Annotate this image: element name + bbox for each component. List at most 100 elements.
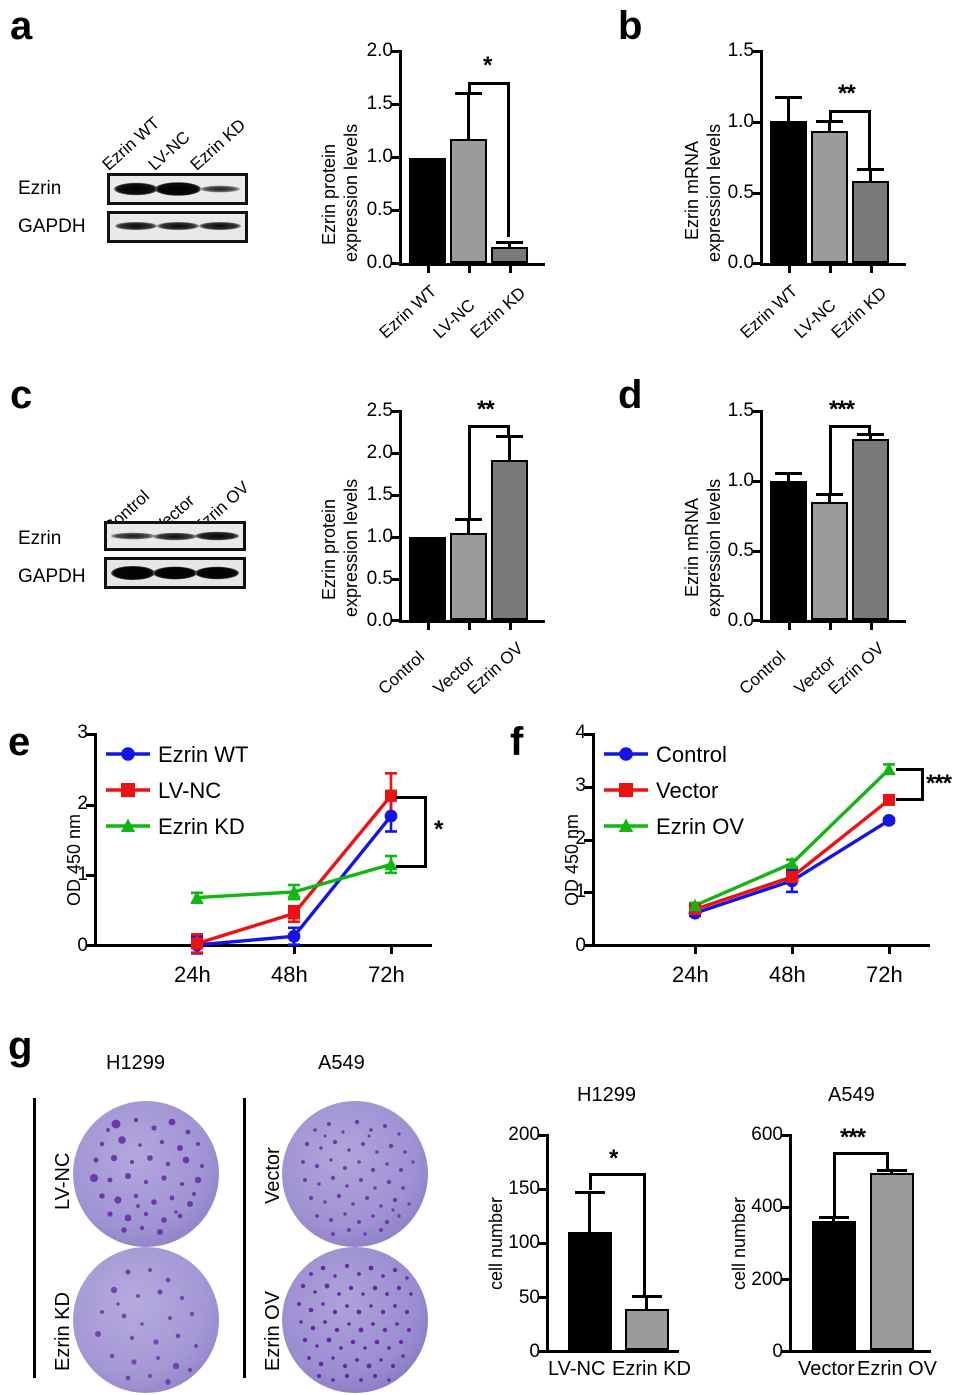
panel-a-ytick-4: 2.0	[366, 40, 393, 61]
panel-d-ytick-3: 1.5	[727, 400, 754, 421]
panel-a-ytickmark-3	[391, 103, 399, 106]
panel-e-plot	[190, 772, 398, 955]
panel-a-ytickmark-0	[391, 262, 399, 265]
panel-b-xlabel-1: LV-NC	[790, 295, 840, 343]
panel-g-a549-y-axis	[789, 1134, 792, 1353]
panel-g-h1299-ytickmark-4	[538, 1134, 546, 1137]
panel-e-ytickmark-2	[86, 804, 94, 807]
panel-f-legend-marker-0	[604, 747, 648, 761]
panel-c-sig-left	[468, 425, 471, 518]
panel-b-sig-bracket	[829, 110, 871, 113]
panel-a-xlabel-1: LV-NC	[429, 295, 479, 343]
panel-f-legend-label-1: Vector	[656, 778, 719, 803]
panel-b-sig-left	[829, 110, 832, 121]
panel-b-sig-right	[868, 110, 871, 168]
panel-c-xlabel-0: Control	[374, 647, 429, 699]
panel-g-a549-sig-left	[833, 1152, 836, 1216]
panel-a-xtickmark-2	[509, 265, 512, 273]
panel-g-a549-ytick-0: 0	[772, 1341, 783, 1362]
panel-g-h1299-title: H1299	[577, 1084, 636, 1106]
panel-g-a549-xlabel-1: Ezrin OV	[857, 1358, 938, 1380]
panel-g-h1299-ytickmark-2	[538, 1242, 546, 1245]
panel-e-x-axis	[94, 944, 432, 947]
panel-g-a549-x-axis	[789, 1350, 931, 1353]
panel-a-x-axis	[399, 263, 545, 266]
panel-d-ytick-0: 0.0	[727, 610, 754, 631]
panel-d-errorcap-0	[775, 472, 802, 475]
panel-g-a549-title: A549	[828, 1084, 875, 1106]
panel-e-xtickmark-1	[293, 946, 296, 954]
panel-c-ytick-2: 1.0	[366, 526, 393, 547]
panel-f-ytick-2: 2	[575, 828, 586, 849]
panel-g-a549-ytick-2: 400	[751, 1196, 783, 1217]
panel-b-x-axis	[760, 263, 906, 266]
panel-d-ytickmark-3	[752, 410, 760, 413]
panel-f-legend-marker-2	[604, 818, 648, 832]
panel-d-ytickmark-0	[752, 619, 760, 622]
panel-b-ytick-0: 0.0	[727, 252, 754, 273]
panel-b-errorcap-2	[857, 168, 884, 171]
panel-g-h1299-ytick-4: 200	[508, 1124, 540, 1145]
panel-a-errorbar-2	[508, 241, 511, 247]
panel-c-y-axis	[399, 410, 402, 622]
panel-g-h1299-bar-1	[625, 1309, 669, 1350]
panel-letter-b: b	[618, 4, 643, 48]
panel-b-significance: **	[838, 80, 856, 107]
panel-b-xlabel-0: Ezrin WT	[736, 281, 802, 343]
panel-a-sig-right	[507, 82, 510, 237]
panel-g-column-title-0: H1299	[106, 1052, 165, 1074]
panel-a-ytickmark-2	[391, 156, 399, 159]
panel-b-ytick-1: 0.5	[727, 182, 754, 203]
panel-letter-g: g	[8, 1024, 33, 1068]
panel-g-a549-ytickmark-2	[781, 1206, 789, 1209]
panel-c-ytickmark-4	[391, 452, 399, 455]
panel-g-h1299-ytick-1: 50	[518, 1287, 540, 1308]
panel-g-a549-significance: ***	[840, 1124, 866, 1151]
panel-d-bar-1	[811, 502, 848, 620]
panel-g-h1299-ytickmark-0	[538, 1350, 546, 1353]
panel-b-xtickmark-2	[870, 265, 873, 273]
panel-g-h1299-y-axis	[546, 1134, 549, 1353]
panel-d-errorcap-1	[816, 493, 843, 496]
panel-e-sig-top	[396, 796, 427, 799]
panel-g-h1299-xlabel-1: Ezrin KD	[612, 1358, 691, 1380]
panel-e-legend-marker-1	[106, 783, 150, 797]
panel-e-legend-label-0: Ezrin WT	[158, 742, 249, 767]
colony-plate-h1299-lvnc	[72, 1100, 220, 1248]
panel-g-right-rule	[243, 1098, 246, 1378]
blot-row-label-c-0: Ezrin	[18, 528, 62, 549]
panel-c-significance: **	[477, 396, 495, 423]
panel-g-h1299-xlabel-0: LV-NC	[548, 1358, 606, 1380]
panel-g-a549-ytickmark-3	[781, 1134, 789, 1137]
blot-band-row-gapdh-a	[107, 211, 248, 243]
panel-f-ytickmark-2	[584, 839, 592, 842]
panel-c-bar-0	[409, 537, 446, 620]
panel-b-xtickmark-1	[829, 265, 832, 273]
panel-g-column-title-1: A549	[318, 1052, 365, 1074]
panel-a-errorcap-2	[496, 241, 523, 244]
panel-a-ytick-0: 0.0	[366, 252, 393, 273]
panel-f-ytickmark-1	[584, 891, 592, 894]
panel-f-sig-top	[896, 768, 924, 771]
panel-e-ytickmark-3	[86, 733, 94, 736]
panel-a-xtickmark-1	[468, 265, 471, 273]
panel-a-y-axis	[399, 50, 402, 266]
panel-g-a549-ytick-1: 200	[751, 1269, 783, 1290]
panel-c-sig-bracket	[468, 425, 510, 428]
panel-c-ytick-1: 0.5	[366, 568, 393, 589]
panel-g-a549-errorcap-0	[819, 1216, 849, 1219]
panel-g-h1299-errorbar-0	[588, 1191, 591, 1232]
panel-b-errorcap-0	[775, 96, 802, 99]
panel-a-significance: *	[483, 52, 492, 79]
panel-b-ytickmark-2	[752, 121, 760, 124]
panel-g-a549-sig-bracket	[833, 1152, 889, 1155]
panel-g-h1299-significance: *	[609, 1145, 618, 1172]
panel-f-significance: ***	[926, 770, 952, 797]
panel-d-y-axis	[760, 410, 763, 622]
panel-b-errorbar-0	[787, 96, 790, 122]
panel-a-errorbar-1	[467, 92, 470, 139]
panel-g-a549-ytickmark-1	[781, 1278, 789, 1281]
panel-c-errorbar-2	[508, 435, 511, 460]
panel-c-ytickmark-1	[391, 578, 399, 581]
panel-f-ytickmark-0	[584, 944, 592, 947]
